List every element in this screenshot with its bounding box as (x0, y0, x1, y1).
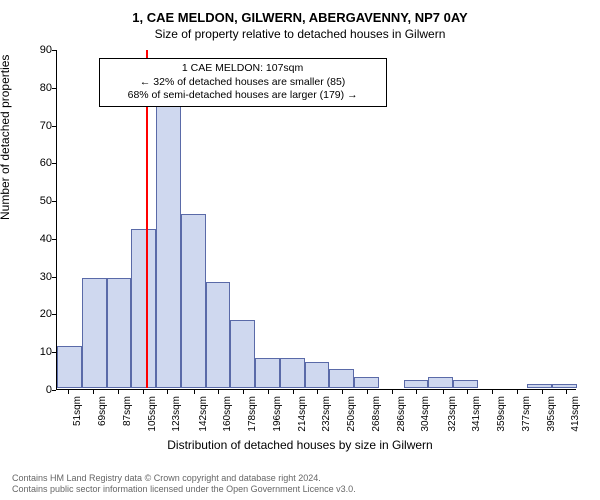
y-tick-mark (52, 50, 56, 51)
histogram-bar (206, 282, 231, 388)
y-tick-label: 10 (30, 346, 52, 358)
x-tick-label: 377sqm (521, 396, 532, 436)
y-tick-mark (52, 390, 56, 391)
histogram-bar (552, 384, 577, 388)
annotation-line: ← 32% of detached houses are smaller (85… (106, 76, 380, 90)
y-tick-label: 80 (30, 82, 52, 94)
x-tick-mark (342, 390, 343, 394)
x-tick-mark (467, 390, 468, 394)
x-tick-mark (143, 390, 144, 394)
x-tick-mark (194, 390, 195, 394)
x-tick-mark (268, 390, 269, 394)
x-tick-mark (367, 390, 368, 394)
title-sub: Size of property relative to detached ho… (0, 25, 600, 41)
x-tick-mark (118, 390, 119, 394)
histogram-bar (255, 358, 280, 388)
x-tick-label: 304sqm (420, 396, 431, 436)
x-tick-label: 286sqm (396, 396, 407, 436)
y-tick-label: 50 (30, 195, 52, 207)
x-tick-mark (293, 390, 294, 394)
x-tick-mark (517, 390, 518, 394)
x-tick-mark (443, 390, 444, 394)
x-tick-mark (492, 390, 493, 394)
x-tick-mark (542, 390, 543, 394)
x-tick-label: 87sqm (122, 396, 133, 436)
y-tick-mark (52, 239, 56, 240)
y-tick-label: 20 (30, 308, 52, 320)
histogram-bar (305, 362, 330, 388)
y-tick-label: 30 (30, 271, 52, 283)
x-tick-label: 413sqm (570, 396, 581, 436)
x-tick-mark (68, 390, 69, 394)
x-tick-label: 160sqm (222, 396, 233, 436)
annotation-box: 1 CAE MELDON: 107sqm← 32% of detached ho… (99, 58, 387, 107)
chart-container: 1, CAE MELDON, GILWERN, ABERGAVENNY, NP7… (0, 0, 600, 500)
x-tick-label: 359sqm (496, 396, 507, 436)
x-tick-label: 69sqm (97, 396, 108, 436)
x-tick-label: 142sqm (198, 396, 209, 436)
y-tick-mark (52, 352, 56, 353)
y-tick-label: 40 (30, 233, 52, 245)
x-tick-label: 268sqm (371, 396, 382, 436)
histogram-bar (527, 384, 552, 388)
histogram-bar (404, 380, 429, 388)
x-tick-mark (218, 390, 219, 394)
footer-line-1: Contains HM Land Registry data © Crown c… (12, 473, 356, 485)
title-main: 1, CAE MELDON, GILWERN, ABERGAVENNY, NP7… (0, 0, 600, 25)
x-tick-mark (243, 390, 244, 394)
histogram-bar (156, 105, 181, 388)
y-tick-label: 60 (30, 157, 52, 169)
x-tick-mark (317, 390, 318, 394)
histogram-bar (280, 358, 305, 388)
x-tick-label: 323sqm (447, 396, 458, 436)
histogram-bar (57, 346, 82, 388)
y-tick-label: 90 (30, 44, 52, 56)
histogram-bar (181, 214, 206, 388)
y-tick-mark (52, 126, 56, 127)
x-tick-mark (566, 390, 567, 394)
y-tick-mark (52, 314, 56, 315)
footer-line-2: Contains public sector information licen… (12, 484, 356, 496)
x-tick-mark (93, 390, 94, 394)
x-tick-label: 196sqm (272, 396, 283, 436)
x-tick-label: 105sqm (147, 396, 158, 436)
histogram-bar (453, 380, 478, 388)
histogram-bar (107, 278, 132, 388)
x-tick-label: 178sqm (247, 396, 258, 436)
x-axis-label: Distribution of detached houses by size … (0, 438, 600, 452)
y-tick-mark (52, 277, 56, 278)
plot-area: 1 CAE MELDON: 107sqm← 32% of detached ho… (56, 50, 576, 390)
chart-area: 1 CAE MELDON: 107sqm← 32% of detached ho… (56, 50, 576, 390)
histogram-bar (329, 369, 354, 388)
histogram-bar (82, 278, 107, 388)
histogram-bar (230, 320, 255, 388)
annotation-line: 68% of semi-detached houses are larger (… (106, 89, 380, 103)
x-tick-label: 214sqm (297, 396, 308, 436)
x-tick-mark (392, 390, 393, 394)
histogram-bar (428, 377, 453, 388)
y-tick-mark (52, 163, 56, 164)
y-axis-label: Number of detached properties (0, 55, 12, 220)
x-tick-mark (416, 390, 417, 394)
x-tick-label: 123sqm (171, 396, 182, 436)
histogram-bar (131, 229, 156, 388)
x-tick-label: 232sqm (321, 396, 332, 436)
x-tick-label: 51sqm (72, 396, 83, 436)
x-tick-label: 341sqm (471, 396, 482, 436)
x-tick-label: 250sqm (346, 396, 357, 436)
y-tick-label: 70 (30, 120, 52, 132)
y-tick-mark (52, 201, 56, 202)
footer-attribution: Contains HM Land Registry data © Crown c… (12, 473, 356, 496)
x-tick-label: 395sqm (546, 396, 557, 436)
y-tick-mark (52, 88, 56, 89)
histogram-bar (354, 377, 379, 388)
x-tick-mark (167, 390, 168, 394)
annotation-line: 1 CAE MELDON: 107sqm (106, 62, 380, 76)
y-tick-label: 0 (30, 384, 52, 396)
